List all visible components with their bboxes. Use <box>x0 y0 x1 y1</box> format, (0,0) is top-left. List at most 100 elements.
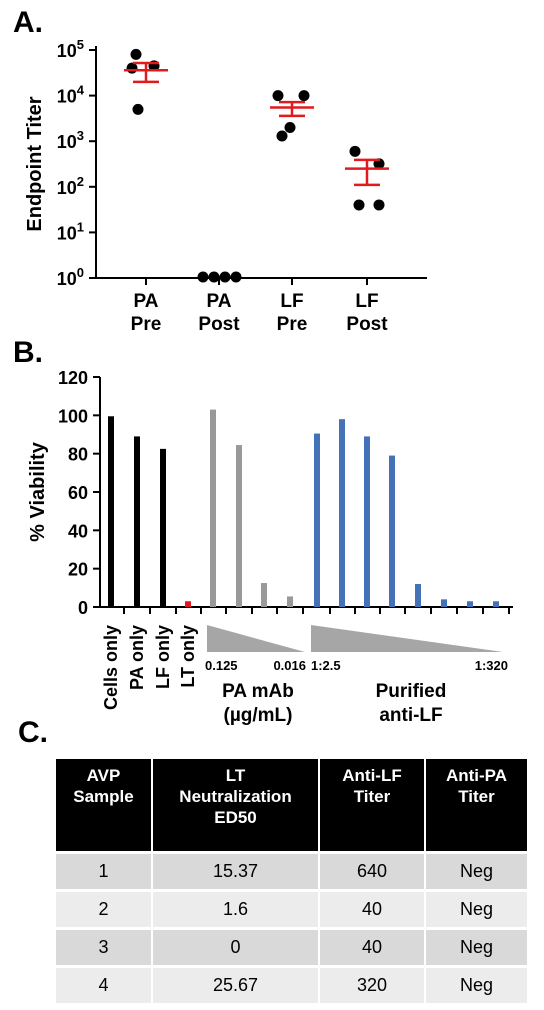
table-cell: 1 <box>56 851 153 891</box>
table-cell: 4 <box>56 965 153 1003</box>
bar-lf-only <box>160 448 166 607</box>
table-cell: 1.6 <box>152 889 320 929</box>
table-header-cell-1: LT Neutralization ED50 <box>152 759 320 853</box>
table-header-line: Anti-LF <box>342 766 402 785</box>
y-tick-label-0: 105 <box>57 37 84 61</box>
anti-lf-dilution-wedge <box>311 625 503 652</box>
y-tick-label-4: 101 <box>57 219 84 243</box>
y-tick-base-4: 10 <box>57 223 77 243</box>
table-header-line: Anti-PA <box>445 766 508 785</box>
y-tick-label-b-2: 40 <box>68 521 88 541</box>
y-tick-exp-3: 2 <box>77 174 84 189</box>
bar-anti-lf-4 <box>415 584 421 607</box>
control-label-0: Cells only <box>101 625 121 710</box>
table-header-row: AVP Sample LT Neutralization ED50 Anti-LF Tite… <box>56 759 527 853</box>
x-tick-label-2-line1: LF <box>280 291 303 312</box>
y-tick-exp-5: 0 <box>77 265 84 280</box>
table-cell: 15.37 <box>152 851 320 891</box>
table-header-line: ED50 <box>214 808 257 827</box>
data-point-3-3 <box>373 199 385 211</box>
table-header-cell-3: Anti-PA Titer <box>425 759 527 853</box>
table-header-cell-2: Anti-LF Titer <box>319 759 426 853</box>
y-tick-base-5: 10 <box>57 269 77 289</box>
bar-anti-lf-5 <box>441 599 447 607</box>
data-point-1-0 <box>197 271 209 283</box>
table-header-line: AVP <box>86 766 121 785</box>
anti-lf-start-label: 1:2.5 <box>311 658 341 673</box>
bar-anti-lf-1 <box>339 419 345 607</box>
bar-anti-lf-6 <box>467 601 473 607</box>
y-tick-base-1: 10 <box>57 87 77 107</box>
data-point-1-2 <box>219 271 231 283</box>
table-cell: Neg <box>425 889 527 929</box>
chart-b-viability: 0 20 40 60 80 100 120 % Viability Cells only PA o… <box>27 368 513 726</box>
table-cell: 320 <box>319 965 426 1003</box>
control-label-3: LT only <box>178 625 198 688</box>
data-point-1-3 <box>230 271 242 283</box>
table-header-line: Sample <box>73 787 134 806</box>
y-tick-label-b-5: 100 <box>58 406 88 426</box>
table-header-line: LT <box>225 766 246 785</box>
y-tick-label-b-3: 60 <box>68 483 88 503</box>
y-tick-label-b-0: 0 <box>78 598 88 618</box>
y-tick-label-b-1: 20 <box>68 560 88 580</box>
pa-mab-dilution-wedge <box>207 625 305 652</box>
x-tick-label-1-line1: PA <box>207 291 232 312</box>
y-axis-title-b: % Viability <box>27 441 49 542</box>
pa-mab-end-label: 0.016 <box>273 658 306 673</box>
table-cell: 40 <box>319 889 426 929</box>
table-cell: 640 <box>319 851 426 891</box>
x-tick-label-3-line1: LF <box>355 291 378 312</box>
data-point-2-0 <box>272 90 284 102</box>
x-tick-label-1-line2: Post <box>198 314 240 335</box>
data-point-3-2 <box>353 199 365 211</box>
bar-lt-only <box>185 601 191 607</box>
table-row: 1 15.37 640 Neg <box>56 851 527 891</box>
panel-label-b: B. <box>13 336 43 369</box>
y-tick-label-2: 103 <box>57 128 84 152</box>
y-tick-base-3: 10 <box>57 178 77 198</box>
y-tick-exp-1: 4 <box>77 83 85 98</box>
x-tick-label-0-line2: Pre <box>131 314 162 335</box>
anti-lf-end-label: 1:320 <box>475 658 508 673</box>
x-tick-label-0-line1: PA <box>134 291 159 312</box>
data-point-0-3 <box>132 103 144 115</box>
bar-pa-mab-3 <box>287 596 293 607</box>
pa-mab-group-title-1: PA mAb <box>222 681 294 702</box>
bar-anti-lf-7 <box>493 601 499 607</box>
panel-label-a: A. <box>13 6 43 39</box>
data-point-3-0 <box>349 145 361 157</box>
data-point-1-1 <box>208 271 220 283</box>
y-tick-exp-2: 3 <box>77 128 84 143</box>
pa-mab-start-label: 0.125 <box>205 658 238 673</box>
table-header-line: Titer <box>458 787 495 806</box>
y-tick-label-b-6: 120 <box>58 368 88 388</box>
x-tick-label-3-line2: Post <box>346 314 388 335</box>
bar-pa-only <box>134 436 140 607</box>
control-label-2: LF only <box>153 625 173 689</box>
y-tick-exp-0: 5 <box>77 37 84 52</box>
table-row: 4 25.67 320 Neg <box>56 965 527 1003</box>
y-tick-label-5: 100 <box>57 265 84 289</box>
anti-lf-group-title-2: anti-LF <box>379 705 442 726</box>
table-cell: 25.67 <box>152 965 320 1003</box>
data-point-2-1 <box>298 90 310 102</box>
pa-mab-group-title-2: (µg/mL) <box>224 705 293 726</box>
y-tick-label-1: 104 <box>57 83 85 107</box>
table-cell: Neg <box>425 965 527 1003</box>
y-tick-exp-4: 1 <box>77 219 84 234</box>
anti-lf-group-title-1: Purified <box>376 681 447 702</box>
panel-label-c: C. <box>18 716 48 749</box>
y-tick-label-b-4: 80 <box>68 445 88 465</box>
table-cell: 3 <box>56 927 153 967</box>
table-cell: Neg <box>425 851 527 891</box>
table-header-cell-0: AVP Sample <box>56 759 153 853</box>
y-tick-label-3: 102 <box>57 174 84 198</box>
data-point-2-2 <box>284 121 296 133</box>
bar-cells-only <box>108 416 114 607</box>
y-tick-base-2: 10 <box>57 132 77 152</box>
data-point-2-3 <box>276 130 288 142</box>
data-point-0-0 <box>130 48 142 60</box>
table-header-line: Neutralization <box>179 787 292 806</box>
